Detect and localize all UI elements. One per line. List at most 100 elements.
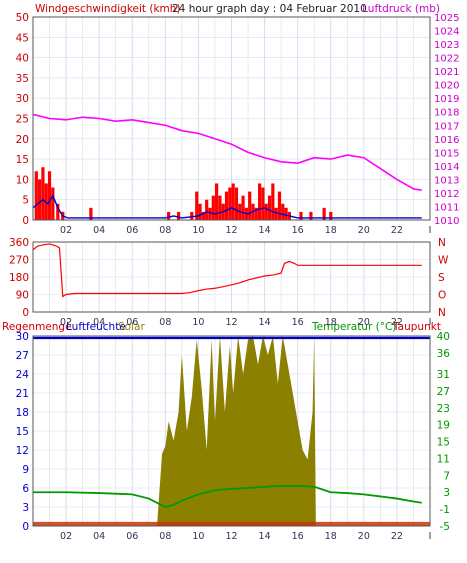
x-tick-label-3-7: 16: [292, 531, 304, 542]
rain-tick-label-9: 27: [16, 350, 29, 362]
humidity-axis-label: Luftfeuchte: [66, 321, 126, 333]
gust-bar-41: [299, 211, 303, 220]
gust-bar-23: [231, 183, 235, 220]
pressure-tick-label-13: 1023: [434, 40, 459, 51]
wind-tick-label-7: 35: [16, 73, 29, 85]
gust-bar-12: [195, 191, 199, 220]
gust-bar-43: [322, 207, 326, 220]
gust-bar-21: [224, 191, 229, 220]
x-tick-label-3-2: 06: [126, 531, 138, 542]
x-tick-label-1-1: 04: [93, 225, 105, 236]
temperature-tick-label-10: 36: [437, 348, 451, 360]
gust-bar-44: [329, 211, 333, 220]
x-tick-label-1-2: 06: [126, 225, 138, 236]
x-tick-label-2-0: 02: [60, 317, 72, 328]
x-tick-label-1-4: 10: [192, 225, 204, 236]
rain-tick-label-7: 21: [16, 388, 29, 400]
x-tick-label-2-9: 20: [358, 317, 370, 328]
x-tick-label-2-3: 08: [159, 317, 171, 328]
panel-frame-3: [32, 335, 431, 527]
gust-bar-33: [264, 203, 268, 220]
gust-bar-1: [38, 179, 42, 220]
temperature-tick-label-6: 19: [437, 420, 450, 432]
rain-tick-label-6: 18: [16, 407, 29, 419]
x-tick-label-2-4: 10: [192, 317, 204, 328]
pressure-tick-label-3: 1013: [434, 175, 459, 186]
temperature-tick-label-0: -5: [440, 521, 450, 533]
pressure-tick-label-0: 1010: [434, 216, 459, 227]
wind-tick-label-9: 45: [16, 32, 29, 44]
temperature-tick-label-3: 7: [443, 470, 450, 482]
direction-tick-label-2: 180: [9, 272, 29, 284]
x-tick-label-2-10: 22: [391, 317, 403, 328]
dewpoint-band: [33, 521, 430, 526]
x-tick-label-1-8: 18: [325, 225, 337, 236]
pressure-tick-label-14: 1024: [434, 27, 459, 38]
x-tick-label-2-2: 06: [126, 317, 138, 328]
compass-label-0: N: [438, 237, 446, 249]
rain-tick-label-5: 15: [16, 426, 29, 438]
gust-bar-18: [215, 183, 219, 220]
wind-tick-label-5: 25: [16, 114, 29, 126]
gust-bar-38: [281, 203, 285, 220]
data-layer: [32, 113, 430, 526]
pressure-tick-label-9: 1019: [434, 94, 459, 105]
gust-bar-35: [271, 183, 275, 220]
panel-frame-2: [32, 241, 431, 313]
gust-bar-16: [208, 207, 212, 220]
frame-layer: [32, 16, 431, 527]
gust-bar-28: [248, 191, 252, 220]
temperature-tick-label-4: 11: [437, 453, 450, 465]
pressure-tick-label-8: 1018: [434, 108, 459, 119]
gust-bar-14: [201, 211, 205, 220]
gust-bar-34: [267, 195, 272, 220]
x-tick-label-1-9: 20: [358, 225, 370, 236]
gust-bar-30: [254, 207, 258, 220]
rain-tick-label-2: 6: [22, 483, 29, 495]
rain-tick-label-3: 9: [22, 464, 29, 476]
panel-frame-1: [32, 16, 431, 221]
gust-bar-32: [261, 187, 265, 220]
wind-speed-line: [32, 194, 422, 219]
x-tick-label-3-10: 22: [391, 531, 403, 542]
gust-bar-0: [34, 171, 38, 220]
gust-bar-37: [277, 191, 282, 220]
temperature-tick-label-11: 40: [437, 331, 450, 343]
x-tick-label-1-5: 12: [225, 225, 237, 236]
x-tick-label-3-1: 04: [93, 531, 105, 542]
compass-label-2: S: [438, 272, 445, 284]
compass-label-3: O: [438, 290, 446, 302]
temperature-tick-label-1: -1: [440, 504, 450, 516]
solar-axis-label: Solar: [118, 321, 145, 333]
direction-tick-label-3: 270: [9, 255, 29, 267]
rain-tick-label-8: 24: [16, 369, 30, 381]
pressure-tick-label-1: 1011: [434, 202, 459, 213]
pressure-tick-label-6: 1016: [434, 135, 459, 146]
gust-bar-42: [309, 211, 313, 220]
temperature-tick-label-5: 15: [437, 437, 450, 449]
chart-title: 24 hour graph day : 04 Februar 2010: [172, 3, 367, 15]
x-tick-label-1-3: 08: [159, 225, 171, 236]
direction-tick-label-4: 360: [9, 237, 29, 249]
solar-area: [157, 336, 316, 526]
temperature-tick-label-2: 3: [443, 487, 450, 499]
gust-bar-24: [234, 187, 239, 220]
compass-label-4: N: [438, 307, 446, 319]
wind-tick-label-1: 5: [22, 195, 29, 207]
temperature-tick-label-9: 31: [437, 369, 450, 381]
gust-bar-10: [176, 211, 181, 220]
gust-bar-2: [41, 167, 45, 220]
x-tick-label-3-8: 18: [325, 531, 337, 542]
gust-bar-39: [284, 207, 288, 220]
x-tick-label-2-7: 16: [292, 317, 304, 328]
x-tick-label-3-3: 08: [159, 531, 171, 542]
wind-tick-label-2: 10: [16, 174, 29, 186]
pressure-line: [32, 113, 422, 192]
gust-bar-5: [51, 187, 55, 220]
pressure-tick-label-2: 1012: [434, 189, 459, 200]
rain-tick-label-10: 30: [16, 331, 29, 343]
compass-label-1: W: [438, 255, 449, 267]
temperature-tick-label-7: 23: [437, 403, 450, 415]
